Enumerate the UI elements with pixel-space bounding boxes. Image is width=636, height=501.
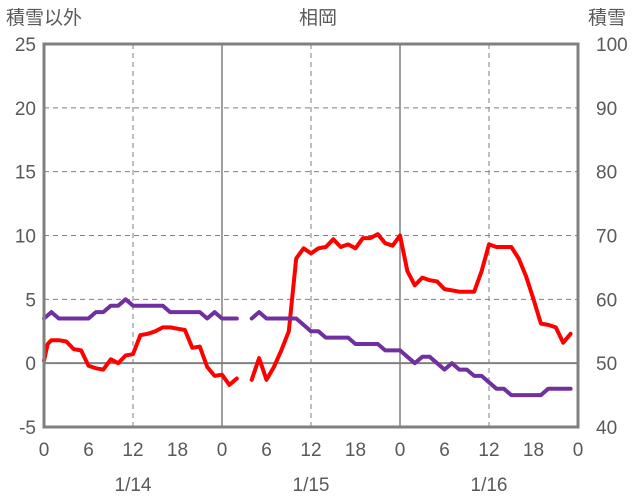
x-tick-label: 6 — [261, 440, 272, 461]
right-tick-label: 70 — [596, 227, 617, 248]
temperature-line-seg-1 — [249, 232, 573, 382]
right-axis-label: 積雪 — [588, 7, 626, 29]
x-tick-label: 0 — [39, 440, 50, 461]
left-tick-label: -5 — [19, 418, 36, 439]
x-tick-label: 0 — [573, 440, 584, 461]
left-tick-label: 20 — [15, 99, 36, 120]
chart-title: 相岡 — [299, 7, 337, 29]
plot-frame — [42, 42, 580, 429]
right-tick-label: 40 — [596, 418, 617, 439]
snow-depth-line-seg-1 — [249, 310, 573, 398]
x-axis: 0 6 12 18 0 6 12 18 0 6 12 18 0 — [39, 440, 584, 461]
date-labels: 1/14 1/15 1/16 — [115, 475, 508, 496]
left-axis-label: 積雪以外 — [6, 7, 82, 29]
x-tick-label: 12 — [300, 440, 321, 461]
left-axis: 25 20 15 10 5 0 -5 — [15, 35, 36, 439]
right-tick-label: 90 — [596, 99, 617, 120]
left-tick-label: 25 — [15, 35, 36, 56]
x-tick-label: 18 — [523, 440, 544, 461]
left-tick-label: 15 — [15, 163, 36, 184]
grid — [44, 44, 578, 427]
x-tick-label: 6 — [83, 440, 94, 461]
date-label: 1/15 — [293, 475, 330, 496]
x-tick-label: 6 — [439, 440, 450, 461]
date-label: 1/16 — [471, 475, 508, 496]
right-axis: 100 90 80 70 60 50 40 — [596, 35, 628, 439]
right-tick-label: 100 — [596, 35, 628, 56]
date-label: 1/14 — [115, 475, 152, 496]
left-tick-label: 0 — [25, 354, 36, 375]
x-tick-label: 0 — [395, 440, 406, 461]
x-tick-label: 12 — [122, 440, 143, 461]
x-tick-label: 12 — [478, 440, 499, 461]
x-tick-label: 18 — [167, 440, 188, 461]
right-tick-label: 50 — [596, 354, 617, 375]
left-tick-label: 10 — [15, 227, 36, 248]
right-tick-label: 80 — [596, 163, 617, 184]
x-tick-label: 0 — [217, 440, 228, 461]
x-tick-label: 18 — [345, 440, 366, 461]
series — [42, 232, 573, 398]
snow-depth-line-seg-0 — [42, 297, 239, 321]
left-tick-label: 5 — [25, 290, 36, 311]
right-tick-label: 60 — [596, 290, 617, 311]
temperature-line-seg-0 — [42, 325, 239, 387]
